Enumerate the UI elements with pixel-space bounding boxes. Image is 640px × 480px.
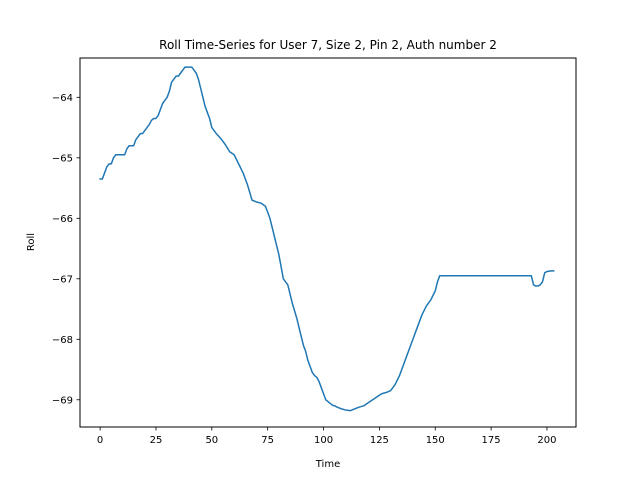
series-layer	[99, 66, 555, 412]
y-tick-label: −66	[52, 214, 73, 225]
x-tick-label: 200	[537, 435, 556, 446]
y-tick-label: −69	[52, 395, 73, 406]
plot-area	[80, 58, 576, 427]
y-axis-ticks: −69 −68 −67 −66 −65 −64	[52, 93, 80, 406]
x-tick-label: 75	[261, 435, 274, 446]
y-tick-label: −65	[52, 153, 73, 164]
x-axis-label: Time	[315, 459, 340, 470]
x-tick-label: 150	[426, 435, 445, 446]
y-tick-label: −64	[52, 93, 73, 104]
plot-frame	[79, 57, 577, 428]
chart-title: Roll Time-Series for User 7, Size 2, Pin…	[159, 38, 497, 52]
x-tick-label: 125	[370, 435, 389, 446]
x-tick-label: 0	[97, 435, 103, 446]
series-line	[99, 66, 555, 412]
x-tick-label: 25	[150, 435, 163, 446]
y-tick-label: −68	[52, 335, 73, 346]
x-axis-ticks: 0 25 50 75 100 125 150 175 200	[97, 427, 557, 446]
x-tick-label: 175	[482, 435, 501, 446]
y-axis-label: Roll	[26, 233, 37, 251]
y-tick-label: −67	[52, 274, 73, 285]
x-tick-label: 100	[314, 435, 333, 446]
x-tick-label: 50	[205, 435, 218, 446]
